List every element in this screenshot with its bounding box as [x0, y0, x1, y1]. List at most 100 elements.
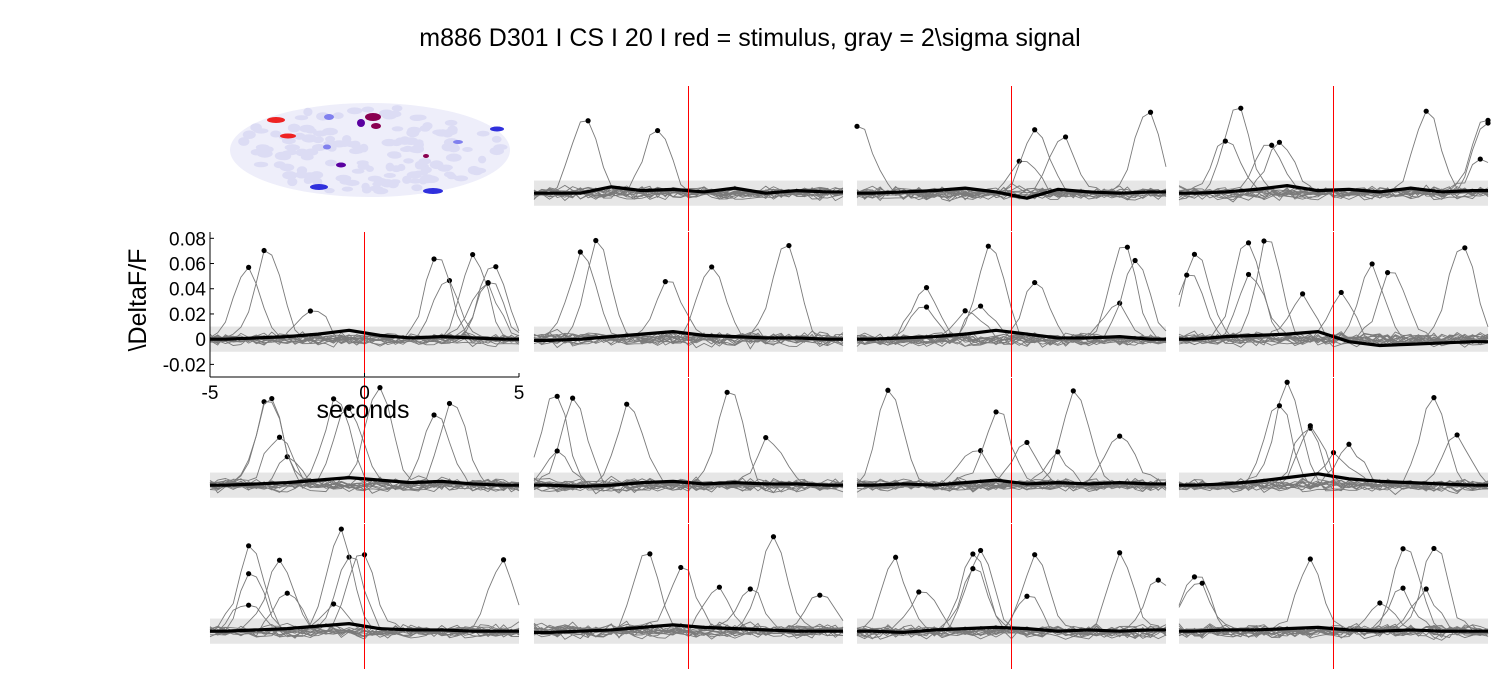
roi-cell: [282, 171, 298, 180]
peak-marker: [570, 395, 576, 401]
peak-marker: [331, 601, 337, 607]
y-tick-label: -0.02: [163, 355, 206, 376]
roi-cell: [444, 119, 458, 126]
peak-marker: [1431, 545, 1437, 552]
roi-cell: [312, 136, 324, 144]
peak-marker: [978, 303, 984, 309]
peak-marker: [1261, 238, 1267, 244]
peak-marker: [763, 434, 769, 441]
trace-panel: [1178, 378, 1489, 523]
roi-cell: [270, 130, 282, 138]
y-tick-label: 0.08: [169, 229, 206, 250]
roi-cell: [388, 153, 402, 159]
peak-marker: [246, 602, 252, 608]
x-tick-label: 5: [514, 383, 525, 404]
peak-marker: [716, 584, 723, 590]
peak-marker: [1377, 600, 1383, 606]
peak-marker: [747, 586, 753, 592]
roi-cell: [303, 107, 313, 117]
peak-marker: [1062, 134, 1069, 140]
roi-cell: [325, 159, 337, 167]
peak-marker: [970, 566, 976, 572]
peak-marker: [1284, 379, 1290, 385]
roi-cell: [293, 132, 306, 140]
roi-cell: [300, 153, 314, 161]
x-tick-label: -5: [202, 383, 219, 404]
roi-highlight: [267, 117, 285, 123]
peak-marker: [624, 401, 630, 407]
peak-marker: [577, 249, 583, 255]
peak-marker: [1400, 585, 1406, 591]
peak-marker: [1191, 251, 1198, 257]
peak-marker: [985, 243, 991, 249]
y-tick-label: 0.04: [169, 280, 206, 301]
peak-marker: [276, 557, 283, 563]
roi-cell: [341, 186, 354, 192]
roi-cell: [335, 174, 352, 182]
roi-cell: [250, 149, 263, 156]
peak-marker: [1369, 261, 1375, 267]
peak-marker: [1269, 142, 1275, 148]
trace-panel: [533, 378, 844, 523]
roi-cell: [391, 165, 402, 173]
peak-marker: [655, 127, 661, 134]
peak-marker: [1124, 244, 1130, 250]
peak-marker: [1070, 388, 1076, 394]
peak-marker: [269, 395, 275, 402]
roi-cell: [453, 175, 469, 182]
roi-highlight: [371, 123, 381, 129]
peak-marker: [1276, 139, 1283, 145]
trace-panel: [533, 232, 844, 377]
roi-highlight: [280, 133, 296, 139]
peak-marker: [346, 554, 352, 560]
roi-cell: [365, 165, 374, 172]
peak-marker: [1155, 577, 1161, 583]
peak-marker: [485, 280, 491, 286]
peak-marker: [1032, 279, 1038, 286]
trace-panel: [533, 524, 844, 669]
roi-map-image: [230, 103, 510, 197]
peak-marker: [893, 554, 899, 560]
roi-cell: [491, 135, 502, 143]
peak-marker: [678, 564, 684, 571]
roi-cell: [403, 158, 414, 164]
peak-marker: [786, 242, 792, 249]
peak-marker: [1191, 574, 1198, 580]
roi-cell: [253, 161, 269, 168]
peak-marker: [1184, 272, 1190, 278]
peak-marker: [770, 534, 777, 540]
roi-cell: [418, 158, 432, 165]
peak-marker: [1024, 439, 1030, 446]
roi-highlight: [423, 154, 429, 158]
peak-marker: [470, 251, 476, 258]
roi-cell: [429, 160, 444, 170]
trace-panel: [854, 86, 1167, 231]
peak-marker: [1423, 586, 1429, 592]
roi-cell: [467, 165, 480, 175]
roi-cell: [299, 124, 315, 133]
roi-cell: [295, 172, 310, 178]
roi-cell: [367, 175, 383, 182]
roi-cell: [413, 170, 429, 176]
peak-marker: [916, 589, 922, 595]
peak-marker: [1431, 395, 1437, 401]
roi-cell: [242, 130, 256, 139]
roi-cell: [445, 153, 462, 162]
roi-cell: [312, 144, 327, 151]
peak-marker: [493, 264, 499, 270]
roi-cell: [418, 176, 428, 185]
roi-highlight: [310, 184, 328, 190]
x-axis-label: seconds: [316, 396, 409, 424]
peak-marker: [1055, 449, 1061, 455]
peak-marker: [593, 237, 599, 244]
figure-title: m886 D301 I CS I 20 I red = stimulus, gr…: [419, 24, 1080, 52]
peak-marker: [1222, 138, 1228, 144]
trace-panel: [856, 232, 1167, 377]
peak-marker: [1346, 441, 1352, 447]
peak-marker: [662, 279, 668, 285]
peak-marker: [431, 412, 437, 418]
peak-marker: [1117, 433, 1123, 439]
peak-marker: [500, 557, 507, 563]
peak-marker: [1384, 269, 1391, 276]
peak-marker: [923, 304, 930, 310]
